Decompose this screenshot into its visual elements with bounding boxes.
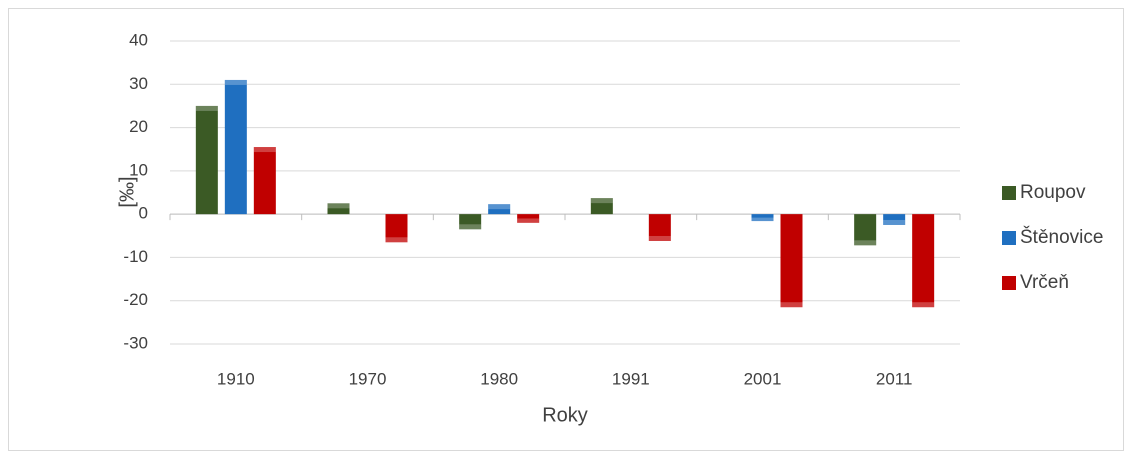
bar — [590, 198, 613, 215]
bar-bevel — [883, 219, 906, 225]
y-tick-label: 20 — [129, 117, 148, 136]
x-tick-label: 1991 — [612, 369, 650, 388]
bar-bevel — [780, 302, 803, 308]
y-tick-label: -20 — [123, 290, 148, 309]
bar-bevel — [751, 217, 774, 222]
chart-border — [8, 8, 1124, 451]
y-tick-label: 0 — [139, 204, 148, 223]
bar-bevel — [648, 235, 671, 241]
bar — [385, 214, 408, 243]
legend-swatch — [1002, 231, 1016, 245]
bar-bevel — [854, 240, 877, 246]
bar — [224, 79, 247, 215]
x-tick-label: 1980 — [480, 369, 518, 388]
bar-bevel — [590, 198, 613, 204]
x-axis-label: Roky — [542, 404, 588, 426]
legend-swatch — [1002, 186, 1016, 200]
y-tick-label: 40 — [129, 30, 148, 49]
bar-bevel — [327, 203, 350, 209]
bar-bevel — [385, 237, 408, 243]
legend-label: Vrčeň — [1020, 272, 1069, 293]
bar — [883, 214, 906, 225]
bar — [854, 214, 877, 246]
bar — [195, 105, 218, 215]
bar — [912, 214, 935, 308]
x-tick-label: 1970 — [349, 369, 387, 388]
legend-label: Roupov — [1020, 182, 1086, 203]
bar-bevel — [253, 147, 276, 153]
bar-bevel — [195, 105, 218, 111]
bar — [327, 203, 350, 215]
bar-bevel — [912, 302, 935, 308]
bar — [253, 147, 276, 215]
bar — [780, 214, 803, 308]
legend-swatch — [1002, 276, 1016, 290]
bar — [517, 214, 540, 223]
bar — [459, 214, 482, 230]
bar-bevel — [517, 218, 540, 223]
y-tick-label: -10 — [123, 247, 148, 266]
x-tick-label: 1910 — [217, 369, 255, 388]
x-tick-label: 2011 — [876, 369, 913, 388]
legend-label: Štěnovice — [1020, 226, 1103, 248]
y-axis-label: [‰] — [116, 176, 138, 207]
bar-bevel — [224, 79, 247, 85]
bar-bevel — [459, 224, 482, 230]
bar — [488, 204, 511, 215]
y-tick-label: 10 — [129, 160, 148, 179]
bar-bevel — [488, 204, 511, 210]
y-tick-label: 30 — [129, 74, 148, 93]
x-tick-label: 2001 — [744, 369, 782, 388]
bar — [751, 214, 774, 222]
bar — [648, 214, 671, 241]
y-tick-label: -30 — [123, 333, 148, 352]
